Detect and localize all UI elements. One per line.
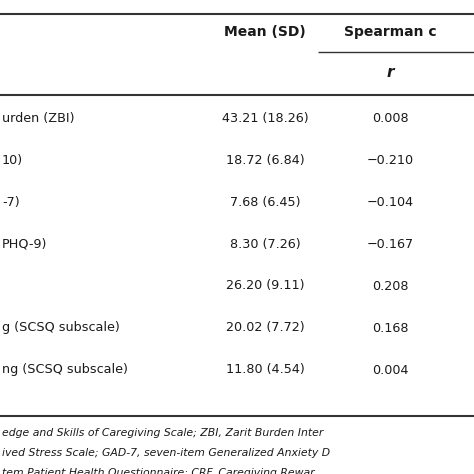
Text: r: r [386,64,394,80]
Text: 0.008: 0.008 [372,111,408,125]
Text: Mean (SD): Mean (SD) [224,25,306,39]
Text: 7.68 (6.45): 7.68 (6.45) [230,195,300,209]
Text: ng (SCSQ subscale): ng (SCSQ subscale) [2,364,128,376]
Text: edge and Skills of Caregiving Scale; ZBI, Zarit Burden Inter: edge and Skills of Caregiving Scale; ZBI… [2,428,323,438]
Text: −0.167: −0.167 [366,237,413,250]
Text: −0.104: −0.104 [366,195,413,209]
Text: 8.30 (7.26): 8.30 (7.26) [230,237,301,250]
Text: 0.168: 0.168 [372,321,408,335]
Text: g (SCSQ subscale): g (SCSQ subscale) [2,321,120,335]
Text: 43.21 (18.26): 43.21 (18.26) [222,111,308,125]
Text: 26.20 (9.11): 26.20 (9.11) [226,280,304,292]
Text: Spearman c: Spearman c [344,25,436,39]
Text: 10): 10) [2,154,23,166]
Text: −0.210: −0.210 [366,154,413,166]
Text: 0.004: 0.004 [372,364,408,376]
Text: urden (ZBI): urden (ZBI) [2,111,74,125]
Text: ived Stress Scale; GAD-7, seven-item Generalized Anxiety D: ived Stress Scale; GAD-7, seven-item Gen… [2,448,330,458]
Text: 20.02 (7.72): 20.02 (7.72) [226,321,304,335]
Text: -7): -7) [2,195,19,209]
Text: PHQ-9): PHQ-9) [2,237,47,250]
Text: 11.80 (4.54): 11.80 (4.54) [226,364,304,376]
Text: 18.72 (6.84): 18.72 (6.84) [226,154,304,166]
Text: 0.208: 0.208 [372,280,408,292]
Text: tem Patient Health Questionnaire; CRF, Caregiving Rewar: tem Patient Health Questionnaire; CRF, C… [2,468,315,474]
